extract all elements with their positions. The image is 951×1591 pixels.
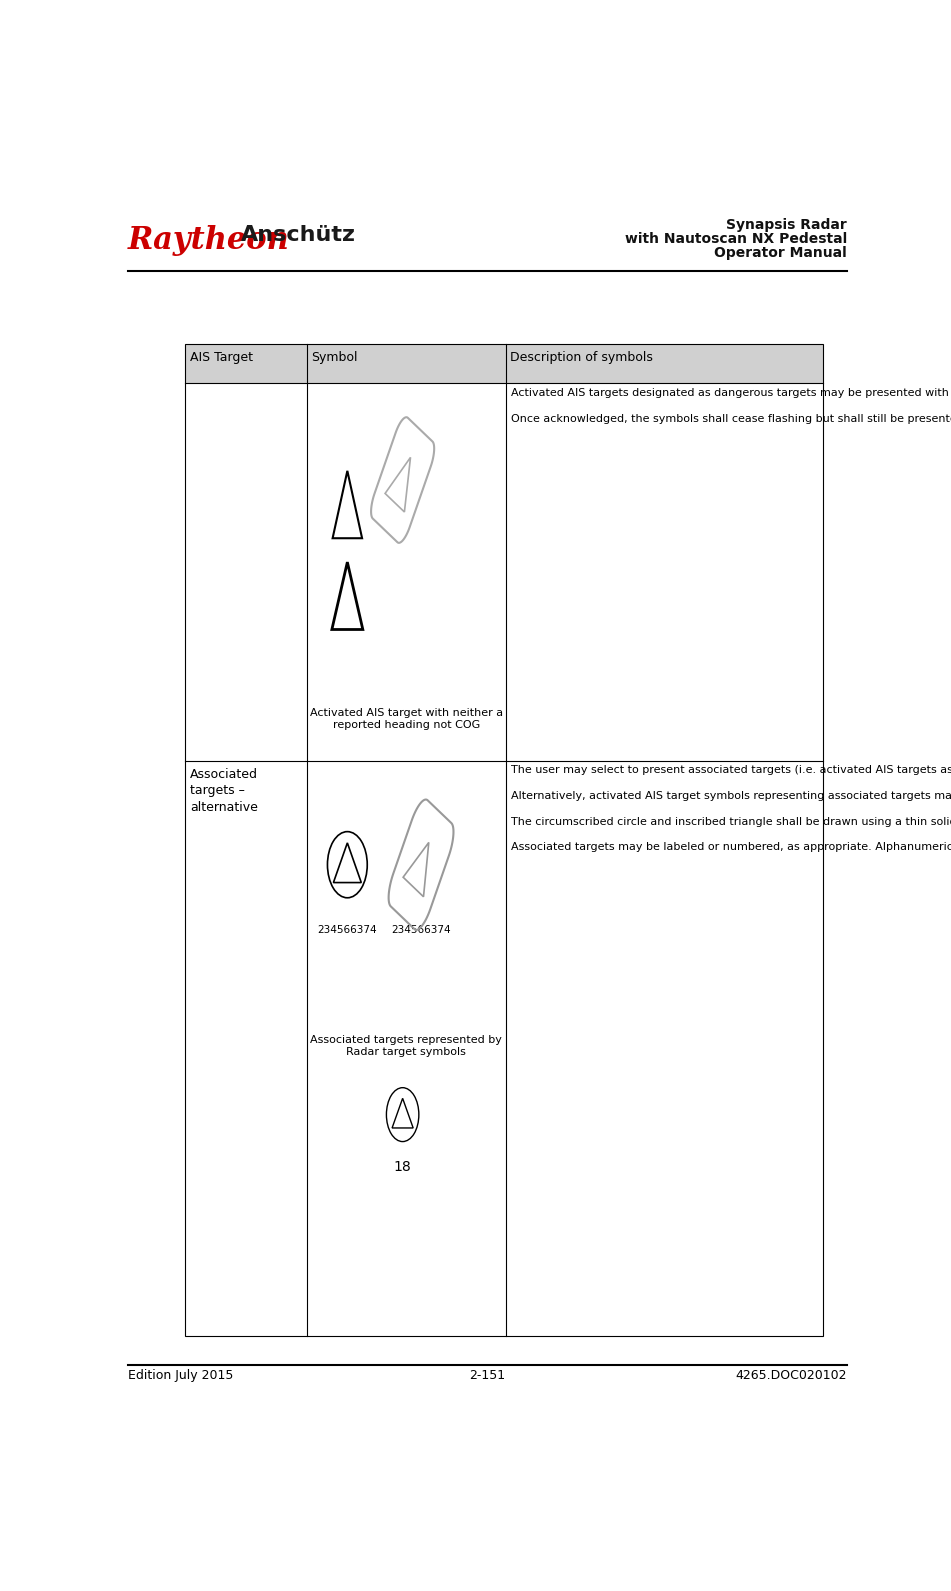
- Text: AIS Target: AIS Target: [189, 352, 253, 364]
- Text: 2-151: 2-151: [470, 1370, 505, 1383]
- Text: Symbol: Symbol: [311, 352, 358, 364]
- Text: Edition July 2015: Edition July 2015: [127, 1370, 233, 1383]
- Text: 234566374: 234566374: [391, 924, 451, 936]
- Text: 18: 18: [394, 1160, 412, 1174]
- Text: 4265.DOC020102: 4265.DOC020102: [735, 1370, 847, 1383]
- Bar: [185, 344, 823, 383]
- Text: Raytheon: Raytheon: [127, 226, 289, 256]
- Text: Synapsis Radar: Synapsis Radar: [727, 218, 847, 232]
- Text: Operator Manual: Operator Manual: [714, 247, 847, 259]
- Text: The user may select to present associated targets (i.e. activated AIS targets as: The user may select to present associate…: [511, 765, 951, 853]
- Text: Associated targets represented by
Radar target symbols: Associated targets represented by Radar …: [310, 1036, 502, 1058]
- Text: Activated AIS targets designated as dangerous targets may be presented with larg: Activated AIS targets designated as dang…: [511, 388, 951, 423]
- Bar: [185, 344, 823, 1336]
- Text: Anschütz: Anschütz: [241, 226, 356, 245]
- Text: Description of symbols: Description of symbols: [511, 352, 653, 364]
- Text: with Nautoscan NX Pedestal: with Nautoscan NX Pedestal: [625, 232, 847, 247]
- Text: Activated AIS target with neither a
reported heading not COG: Activated AIS target with neither a repo…: [310, 708, 503, 730]
- Text: 234566374: 234566374: [318, 924, 378, 936]
- Text: Associated
targets –
alternative: Associated targets – alternative: [190, 768, 259, 815]
